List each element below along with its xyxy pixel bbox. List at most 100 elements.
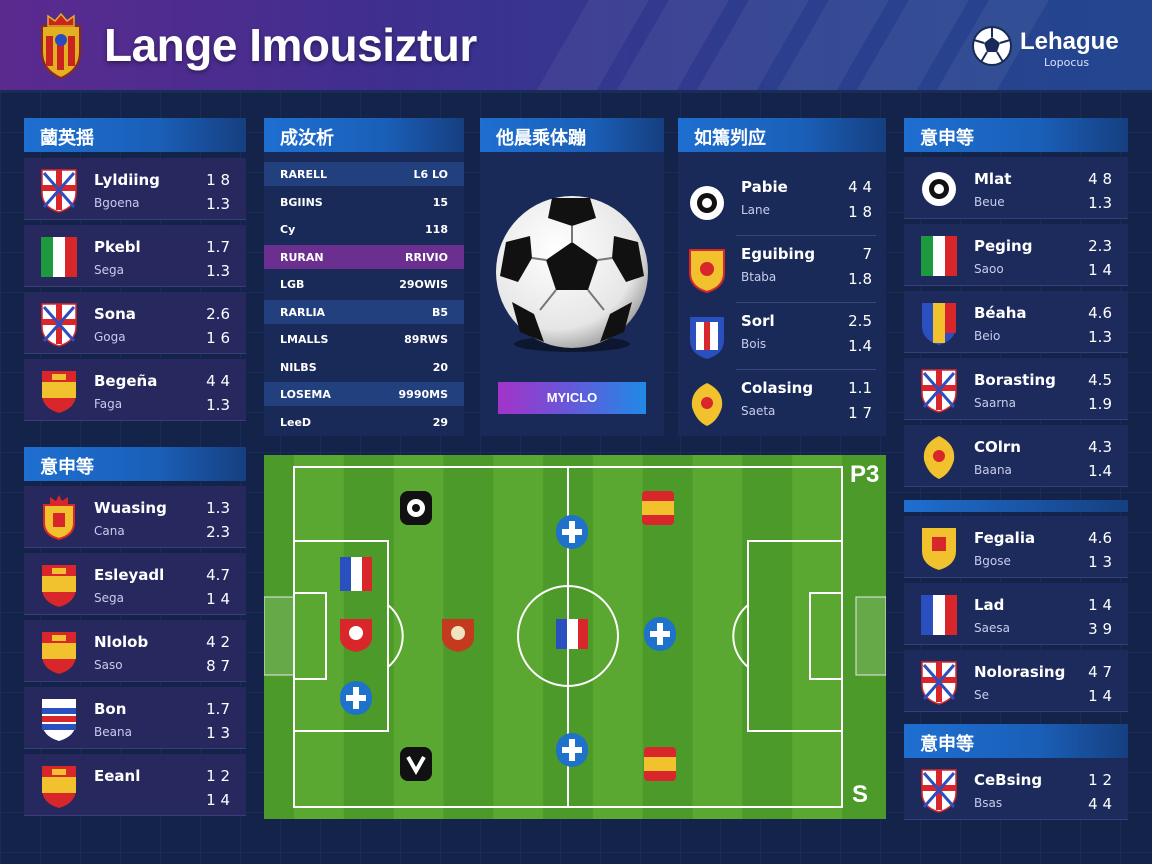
team-stat-primary: 2.6 [206, 305, 230, 323]
player-marker-crest[interactable] [440, 615, 476, 653]
team-row[interactable]: Bon Beana 1.7 1 3 [24, 687, 246, 749]
player-marker-blue[interactable] [642, 615, 678, 653]
team-row[interactable]: Lyldiing Bgoena 1 8 1.3 [24, 158, 246, 220]
team-row[interactable]: Colasing Saeta 1.1 1 7 [678, 371, 886, 437]
team-stat-primary: 7 [862, 245, 872, 263]
pitch-stripe [294, 455, 344, 819]
team-stat-secondary: 1 4 [1088, 261, 1112, 279]
soccer-ball-icon [972, 26, 1012, 66]
team-row[interactable]: Lad Saesa 1 4 3 9 [904, 583, 1128, 645]
team-row[interactable]: Béaha Beio 4.6 1.3 [904, 291, 1128, 353]
brand-name: Lehague [1020, 28, 1119, 55]
player-marker-red[interactable] [338, 615, 374, 653]
team-row[interactable]: Pabie Lane 4 4 1 8 [678, 170, 886, 236]
stats-value: 9990MS [398, 388, 448, 401]
team-row[interactable]: Eeanl 1 2 1 4 [24, 754, 246, 816]
team-row[interactable]: Sona Goga 2.6 1 6 [24, 292, 246, 354]
team-stat-primary: 2.5 [848, 312, 872, 330]
pitch-stripe [792, 455, 842, 819]
football-pitch[interactable]: P3 S [263, 455, 887, 819]
team-stat-secondary: 2.3 [206, 523, 230, 541]
team-flag-icon [920, 367, 958, 413]
stats-value: 118 [425, 223, 448, 236]
team-stat-secondary: 1.8 [848, 270, 872, 288]
team-name: Sorl [741, 312, 775, 330]
stats-row: NILBS 20 [264, 354, 464, 379]
team-league: Btaba [741, 270, 777, 284]
stats-value: B5 [431, 305, 448, 319]
team-league: Saeta [741, 404, 776, 418]
team-row[interactable]: Nlolob Saso 4 2 8 7 [24, 620, 246, 682]
player-marker-spain[interactable] [640, 489, 676, 527]
team-row[interactable]: Peging Saoo 2.3 1 4 [904, 224, 1128, 286]
team-crest-icon [688, 180, 728, 226]
team-row[interactable]: Fegalia Bgose 4.6 1 3 [904, 516, 1128, 578]
stats-label: BGIINS [280, 195, 323, 209]
team-league: Beue [974, 195, 1005, 209]
team-row[interactable]: Wuasing Cana 1.3 2.3 [24, 486, 246, 548]
team-row[interactable]: COlrn Baana 4.3 1.4 [904, 425, 1128, 487]
team-row[interactable]: Eguibing Btaba 7 1.8 [678, 237, 886, 303]
brand-logo[interactable]: Lehague Lopocus [970, 22, 1130, 74]
team-league: Bgose [974, 554, 1011, 568]
player-marker-blue[interactable] [554, 731, 590, 769]
player-marker-black[interactable] [398, 489, 434, 527]
team-row[interactable]: Nolorasing Se 4 7 1 4 [904, 650, 1128, 712]
team-row[interactable]: Esleyadl Sega 4.7 1 4 [24, 553, 246, 615]
play-button[interactable]: MYICLO [498, 382, 646, 414]
team-name: Borasting [974, 371, 1056, 389]
stats-label: LeeD [280, 415, 312, 429]
team-flag-icon [920, 659, 958, 705]
team-name: Béaha [974, 304, 1027, 322]
team-league: Saarna [974, 396, 1017, 410]
team-stat-secondary: 1.3 [206, 195, 230, 213]
player-marker-black[interactable] [398, 745, 434, 783]
team-name: Mlat [974, 170, 1012, 188]
team-row[interactable]: Begeña Faga 4 4 1.3 [24, 359, 246, 421]
team-name: Esleyadl [94, 566, 165, 584]
team-crest-icon [688, 247, 728, 294]
team-name: Pabie [741, 178, 788, 196]
app-title: Lange Imousiztur [104, 19, 477, 71]
team-row[interactable]: Pkebl Sega 1.7 1.3 [24, 225, 246, 287]
team-name: Nolorasing [974, 663, 1066, 681]
player-marker-blue[interactable] [554, 513, 590, 551]
team-flag-icon [40, 696, 78, 742]
team-flag-icon [40, 562, 78, 608]
team-crest-icon [688, 381, 728, 427]
team-row[interactable]: CeBsing Bsas 1 2 4 4 [904, 758, 1128, 820]
stats-value: 20 [432, 360, 448, 374]
team-stat-secondary: 1.4 [848, 337, 872, 355]
player-marker-spain[interactable] [642, 745, 678, 783]
stats-panel-heading: 成汝析 [264, 118, 464, 152]
team-name: Pkebl [94, 238, 141, 256]
team-row[interactable]: Sorl Bois 2.5 1.4 [678, 304, 886, 370]
stats-value: 89RWS [404, 333, 448, 346]
team-stat-primary: 1.3 [206, 499, 230, 517]
stats-value: RRIVIO [405, 250, 448, 264]
team-row[interactable]: Borasting Saarna 4.5 1.9 [904, 358, 1128, 420]
team-stat-primary: 1.7 [206, 700, 230, 718]
stats-row: Cy 118 [264, 217, 464, 241]
stats-label: RARELL [280, 168, 327, 181]
team-row[interactable]: Mlat Beue 4 8 1.3 [904, 157, 1128, 219]
team-league: Cana [94, 524, 125, 538]
team-stat-secondary: 8 7 [206, 657, 230, 675]
team-flag-icon [40, 301, 78, 347]
team-name: COlrn [974, 438, 1021, 456]
team-league: Saso [94, 658, 123, 672]
team-stat-primary: 1 2 [206, 767, 230, 785]
right-top-panel-heading: 意申等 [904, 118, 1128, 152]
team-stat-primary: 1 8 [206, 171, 230, 189]
team-stat-primary: 4.7 [206, 566, 230, 584]
team-crest-icon [688, 314, 728, 360]
team-stat-secondary: 1 3 [206, 724, 230, 742]
team-stat-secondary: 1.3 [206, 396, 230, 414]
player-marker-france[interactable] [338, 555, 374, 593]
player-marker-blue[interactable] [338, 679, 374, 717]
player-marker-france[interactable] [554, 615, 590, 653]
team-flag-icon [920, 525, 958, 571]
stats-label: NILBS [280, 360, 317, 374]
team-flag-icon [920, 300, 958, 346]
stats-value: L6 LO [413, 168, 448, 181]
